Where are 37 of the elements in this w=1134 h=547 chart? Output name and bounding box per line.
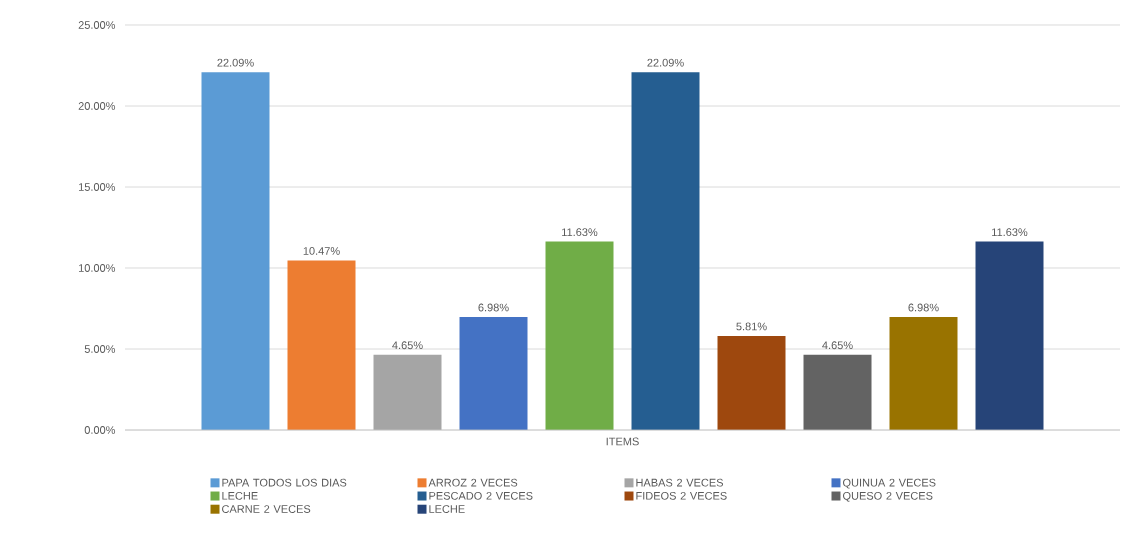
bar (889, 316, 958, 430)
bar (545, 241, 614, 430)
legend-label: LECHE (429, 505, 465, 513)
bar (373, 354, 442, 430)
data-label: 10.47% (303, 247, 340, 255)
bar (201, 72, 270, 430)
legend-label: LECHE (222, 491, 258, 500)
y-tick-label: 15.00% (78, 183, 116, 191)
data-label: 11.63% (992, 228, 1028, 237)
legend-label: PAPA TODOS LOS DIAS (222, 478, 347, 487)
legend-label: CARNE 2 VECES (222, 505, 311, 513)
data-label: 5.81% (736, 322, 767, 331)
legend-label: FIDEOS 2 VECES (636, 491, 727, 500)
y-tick-label: 5.00% (84, 345, 116, 353)
legend-label: ARROZ 2 VECES (428, 478, 518, 487)
bar (803, 354, 872, 430)
legend-label: HABAS 2 VECES (636, 478, 724, 487)
x-tick-label: ITEMS (606, 437, 639, 446)
y-tick-label: 20.00% (78, 102, 116, 110)
data-label: 4.65% (822, 341, 853, 350)
legend-label: QUINUA 2 VECES (843, 478, 936, 489)
y-tick-label: 0.00% (84, 426, 116, 434)
data-label: 11.63% (562, 228, 598, 237)
data-label: 6.98% (908, 303, 939, 312)
bar (459, 316, 528, 430)
bar (975, 241, 1044, 430)
bar (631, 72, 700, 430)
bar (287, 260, 356, 430)
data-label: 22.09% (647, 58, 684, 67)
data-label: 4.65% (392, 341, 423, 350)
y-tick-label: 10.00% (78, 264, 116, 272)
bar (717, 335, 786, 430)
legend-label: PESCADO 2 VECES (429, 491, 533, 500)
legend-label: QUESO 2 VECES (843, 491, 933, 502)
data-label: 6.98% (478, 303, 509, 312)
data-label: 22.09% (217, 58, 254, 67)
y-tick-label: 25.00% (78, 21, 116, 29)
